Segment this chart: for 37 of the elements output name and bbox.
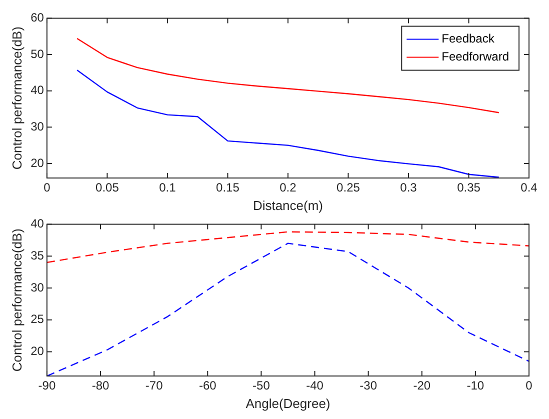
x-tick-label: 0.05 bbox=[96, 180, 120, 195]
x-axis-title: Angle(Degree) bbox=[246, 396, 330, 411]
y-tick-label: 20 bbox=[30, 344, 44, 358]
line-series bbox=[46, 242, 529, 376]
x-tick-label: -10 bbox=[466, 378, 484, 393]
x-tick-label: 0.15 bbox=[216, 180, 240, 195]
x-tick-label: 0 bbox=[526, 378, 533, 393]
y-tick-label: 30 bbox=[30, 119, 44, 134]
y-tick-label: 35 bbox=[30, 248, 44, 262]
x-tick-label: -50 bbox=[252, 378, 270, 393]
x-tick-label: -40 bbox=[306, 378, 324, 393]
x-tick-label: 0.3 bbox=[400, 180, 418, 195]
legend-label: Feedforward bbox=[442, 50, 510, 64]
x-tick-label: 0.35 bbox=[457, 180, 481, 195]
y-axis-title: Control performance(dB) bbox=[9, 228, 24, 372]
x-tick-label: -30 bbox=[360, 378, 378, 393]
y-tick-label: 60 bbox=[30, 10, 44, 25]
legend-label: Feedback bbox=[442, 32, 496, 46]
y-axis-title: Control performance(dB) bbox=[9, 26, 24, 170]
x-tick-label: -80 bbox=[92, 378, 110, 393]
y-tick-label: 30 bbox=[30, 280, 44, 294]
y-tick-label: 40 bbox=[30, 216, 44, 231]
y-tick-label: 40 bbox=[30, 83, 44, 98]
x-tick-label: 0.2 bbox=[280, 180, 297, 195]
y-tick-label: 20 bbox=[30, 156, 44, 170]
y-tick-label: 50 bbox=[30, 46, 44, 61]
x-tick-label: 0 bbox=[44, 180, 51, 195]
x-tick-label: -90 bbox=[38, 378, 56, 393]
x-tick-label: -20 bbox=[413, 378, 431, 393]
x-tick-label: 0.4 bbox=[520, 180, 538, 195]
x-axis-title: Distance(m) bbox=[252, 198, 324, 213]
x-tick-label: 0.25 bbox=[336, 180, 360, 195]
x-tick-label: -60 bbox=[198, 378, 217, 393]
line-series bbox=[46, 231, 529, 264]
x-tick-label: 0.1 bbox=[159, 180, 176, 195]
x-tick-label: -70 bbox=[145, 378, 164, 393]
y-tick-label: 25 bbox=[30, 312, 44, 326]
